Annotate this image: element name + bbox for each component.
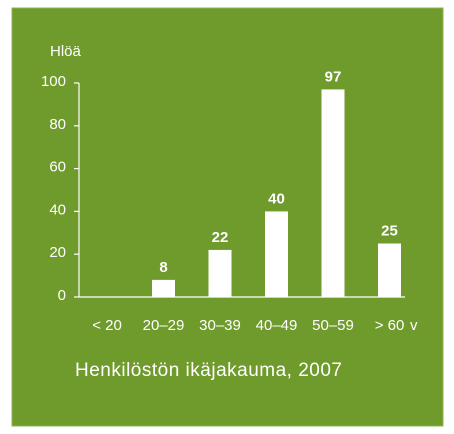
background (11, 7, 444, 427)
y-tick-label: 60 (49, 159, 66, 176)
y-tick-label: 100 (41, 73, 66, 90)
bar (208, 249, 232, 297)
y-axis-label: Hlöä (50, 43, 82, 60)
x-tick-label: < 20 (92, 317, 122, 334)
y-tick-label: 20 (49, 244, 66, 261)
x-tick-label: 40–49 (256, 317, 298, 334)
x-axis-label: v (410, 317, 418, 334)
value-label: 25 (381, 222, 398, 239)
x-tick-label: 30–39 (199, 317, 241, 334)
value-label: 22 (212, 229, 229, 246)
bar (378, 243, 401, 297)
y-tick-label: 80 (49, 116, 66, 133)
bar (321, 89, 345, 297)
value-label: 40 (268, 190, 285, 207)
y-tick-label: 40 (49, 201, 66, 218)
value-label: 97 (325, 68, 342, 85)
x-tick-label: > 60 (375, 317, 405, 334)
bar (152, 279, 175, 297)
bar (265, 211, 288, 297)
value-label: 8 (159, 259, 167, 276)
y-tick-label: 0 (58, 287, 66, 304)
x-tick-label: 20–29 (143, 317, 185, 334)
chart-title: Henkilöstön ikäjakauma, 2007 (75, 360, 343, 381)
x-tick-label: 50–59 (312, 317, 354, 334)
